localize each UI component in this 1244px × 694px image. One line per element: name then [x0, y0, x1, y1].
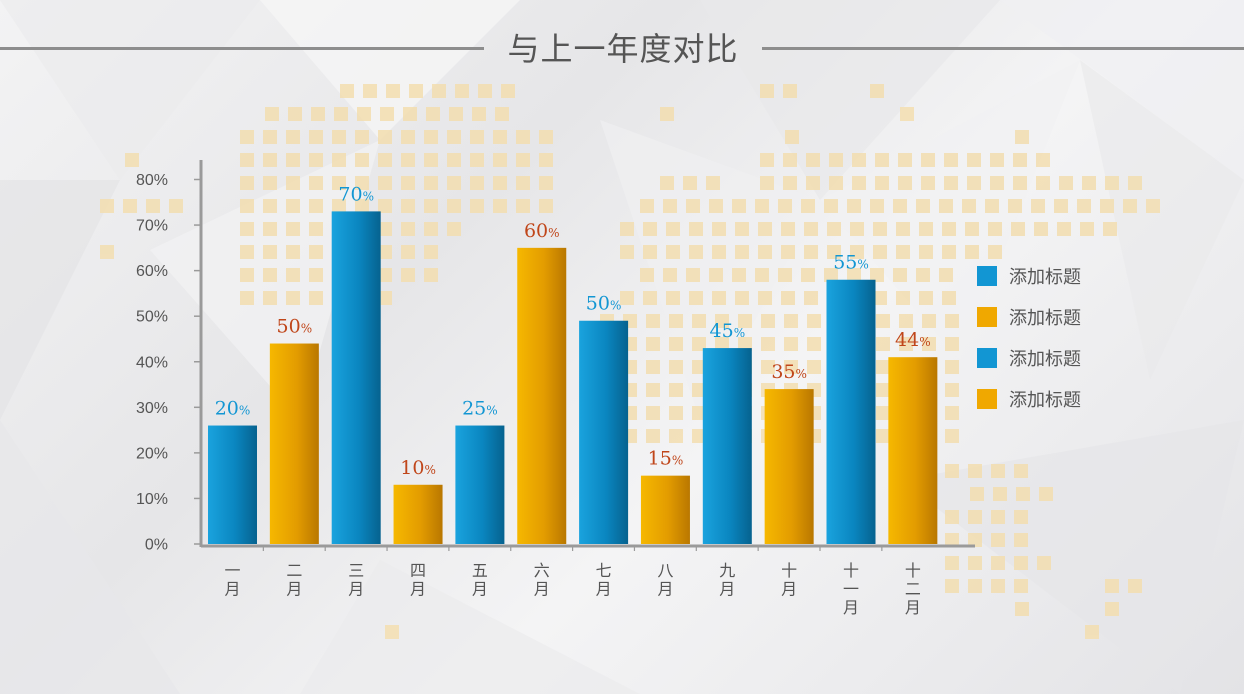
y-tick-label: 10% [136, 491, 168, 508]
x-tick-label: 十 [843, 561, 859, 580]
x-tick-label: 六 [534, 561, 550, 580]
bar [702, 348, 752, 544]
data-label: 44% [895, 329, 931, 351]
legend-item: 添加标题 [977, 378, 1081, 419]
bar [208, 425, 257, 544]
x-tick-label: 月 [905, 598, 921, 617]
x-tick-label: 八 [657, 561, 673, 580]
data-label: 15% [648, 448, 684, 470]
x-tick-label: 月 [596, 580, 612, 599]
legend-swatch [977, 306, 997, 327]
data-label: 60% [524, 220, 560, 242]
bar [455, 425, 505, 544]
legend-swatch [977, 388, 997, 409]
x-tick-label: 四 [410, 561, 426, 580]
legend-item: 添加标题 [977, 255, 1081, 296]
x-tick-label: 月 [410, 580, 426, 599]
legend-label: 添加标题 [1009, 348, 1081, 370]
bar [269, 343, 319, 544]
x-tick-label: 三 [348, 561, 364, 580]
title-bar: 与上一年度对比 [0, 22, 1244, 74]
legend-swatch [977, 347, 997, 368]
x-tick-label: 一 [224, 561, 240, 580]
x-tick-label: 九 [719, 561, 735, 580]
legend-label: 添加标题 [1009, 307, 1081, 329]
y-tick-label: 70% [136, 218, 168, 235]
legend-item: 添加标题 [977, 296, 1081, 337]
x-tick-label: 月 [781, 580, 797, 599]
x-tick-label: 十 [905, 561, 921, 580]
bar [764, 389, 814, 544]
bar [517, 247, 567, 544]
y-tick-label: 40% [136, 354, 168, 371]
data-label: 35% [771, 361, 807, 383]
x-tick-label: 月 [843, 598, 859, 617]
title-rule-left [0, 47, 484, 50]
x-tick-label: 二 [905, 580, 921, 599]
x-tick-label: 月 [472, 580, 488, 599]
data-label: 10% [400, 457, 436, 479]
x-tick-label: 五 [472, 561, 488, 580]
data-label: 70% [338, 183, 374, 205]
bar [640, 475, 690, 544]
y-tick-label: 60% [136, 263, 168, 280]
legend-item: 添加标题 [977, 337, 1081, 378]
bar [331, 211, 381, 545]
data-label: 45% [710, 320, 746, 342]
title-rule-right [762, 47, 1244, 50]
y-tick-label: 20% [136, 445, 168, 462]
x-tick-label: 月 [719, 580, 735, 599]
legend-label: 添加标题 [1009, 389, 1081, 411]
x-tick-label: 七 [596, 561, 612, 580]
x-tick-label: 十 [781, 561, 797, 580]
bar [888, 357, 938, 544]
legend-label: 添加标题 [1009, 266, 1081, 288]
bar [826, 279, 876, 544]
y-tick-label: 80% [136, 172, 168, 189]
page-title: 与上一年度对比 [507, 30, 739, 68]
bar [393, 484, 443, 544]
x-tick-label: 月 [286, 580, 302, 599]
data-label: 50% [586, 293, 622, 315]
x-tick-label: 月 [224, 580, 240, 599]
x-tick-label: 二 [286, 561, 302, 580]
x-tick-label: 月 [534, 580, 550, 599]
x-tick-label: 月 [657, 580, 673, 599]
x-tick-label: 月 [348, 580, 364, 599]
y-tick-label: 30% [136, 400, 168, 417]
data-label: 20% [215, 398, 251, 420]
bar [579, 320, 629, 544]
y-tick-label: 0% [145, 537, 168, 554]
data-label: 50% [277, 316, 313, 338]
data-label: 55% [833, 252, 869, 274]
chart-legend: 添加标题 添加标题 添加标题 添加标题 [977, 255, 1081, 419]
legend-swatch [977, 265, 997, 286]
x-tick-label: 一 [843, 580, 859, 599]
y-tick-label: 50% [136, 309, 168, 326]
data-label: 25% [462, 398, 498, 420]
